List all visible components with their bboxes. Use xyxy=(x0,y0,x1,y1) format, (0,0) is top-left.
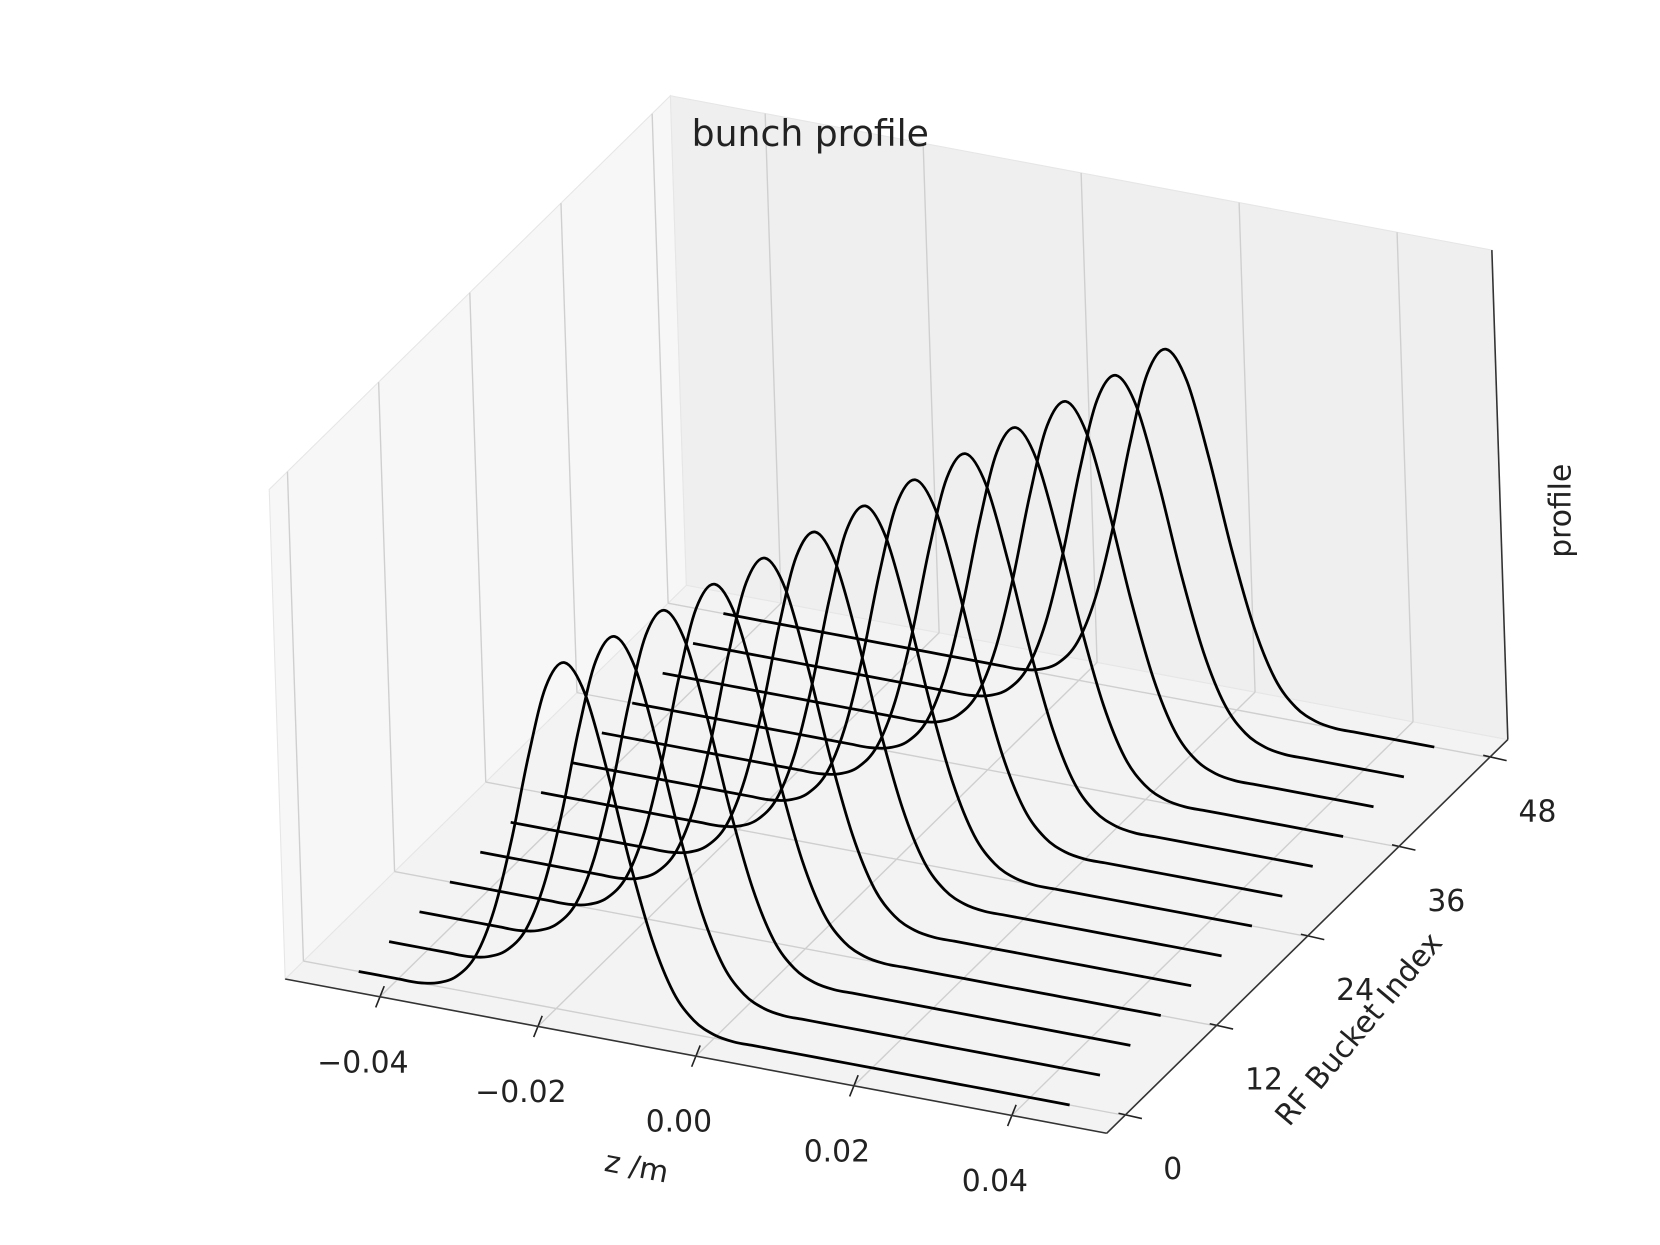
y-tick-label: 36 xyxy=(1427,884,1465,919)
x-tick-label: 0.04 xyxy=(962,1164,1028,1199)
y-axis-label: RF Bucket Index xyxy=(1268,926,1449,1133)
y-tick-label: 24 xyxy=(1336,973,1374,1008)
plot-area: −0.04 −0.02 0.00 0.02 0.04 0 12 24 36 48 bunch pr… xyxy=(268,94,1579,1199)
x-axis-line xyxy=(285,978,1107,1135)
profile-line xyxy=(449,582,1162,1017)
x-tick-label: −0.02 xyxy=(475,1075,566,1110)
profile-line xyxy=(510,530,1222,958)
profile-line xyxy=(723,347,1435,749)
grid-line xyxy=(1396,232,1414,722)
y-tick xyxy=(1118,1112,1143,1120)
y-tick xyxy=(1483,754,1507,762)
grid-line xyxy=(377,382,396,872)
profile-line xyxy=(388,635,1101,1077)
chart-title: bunch profile xyxy=(692,112,929,155)
z-axis-label: profile xyxy=(1544,464,1579,558)
grid-line xyxy=(651,113,669,604)
axes: −0.04 −0.02 0.00 0.02 0.04 0 12 24 36 48 xyxy=(285,250,1556,1199)
y-tick xyxy=(1300,933,1325,941)
grid-line xyxy=(286,471,305,962)
y-tick-label: 0 xyxy=(1163,1152,1182,1187)
y-tick-label: 48 xyxy=(1519,794,1557,829)
profile-line xyxy=(571,478,1283,898)
profile-line xyxy=(631,426,1344,838)
grid-line xyxy=(560,203,578,693)
z-axis-line xyxy=(1491,250,1509,740)
y-tick-label: 12 xyxy=(1245,1063,1283,1098)
y-axis-line xyxy=(1106,738,1509,1134)
x-tick-label: 0.00 xyxy=(646,1105,712,1140)
y-tick xyxy=(1391,844,1416,851)
grid-line xyxy=(922,143,940,633)
grid-line xyxy=(469,292,487,783)
profile-line xyxy=(358,661,1070,1107)
profile-line xyxy=(692,373,1405,779)
x-axis-label: z /m xyxy=(602,1144,672,1191)
grid-line xyxy=(1080,172,1098,663)
x-tick-label: 0.02 xyxy=(804,1134,870,1169)
profile-line xyxy=(601,452,1313,868)
grid-line xyxy=(1238,202,1256,693)
lines xyxy=(358,347,1435,1107)
grid-line xyxy=(764,113,782,604)
profile-line xyxy=(419,609,1131,1047)
profile-line xyxy=(662,400,1374,809)
y-tick xyxy=(1209,1022,1234,1030)
x-tick-label: −0.04 xyxy=(317,1045,408,1080)
